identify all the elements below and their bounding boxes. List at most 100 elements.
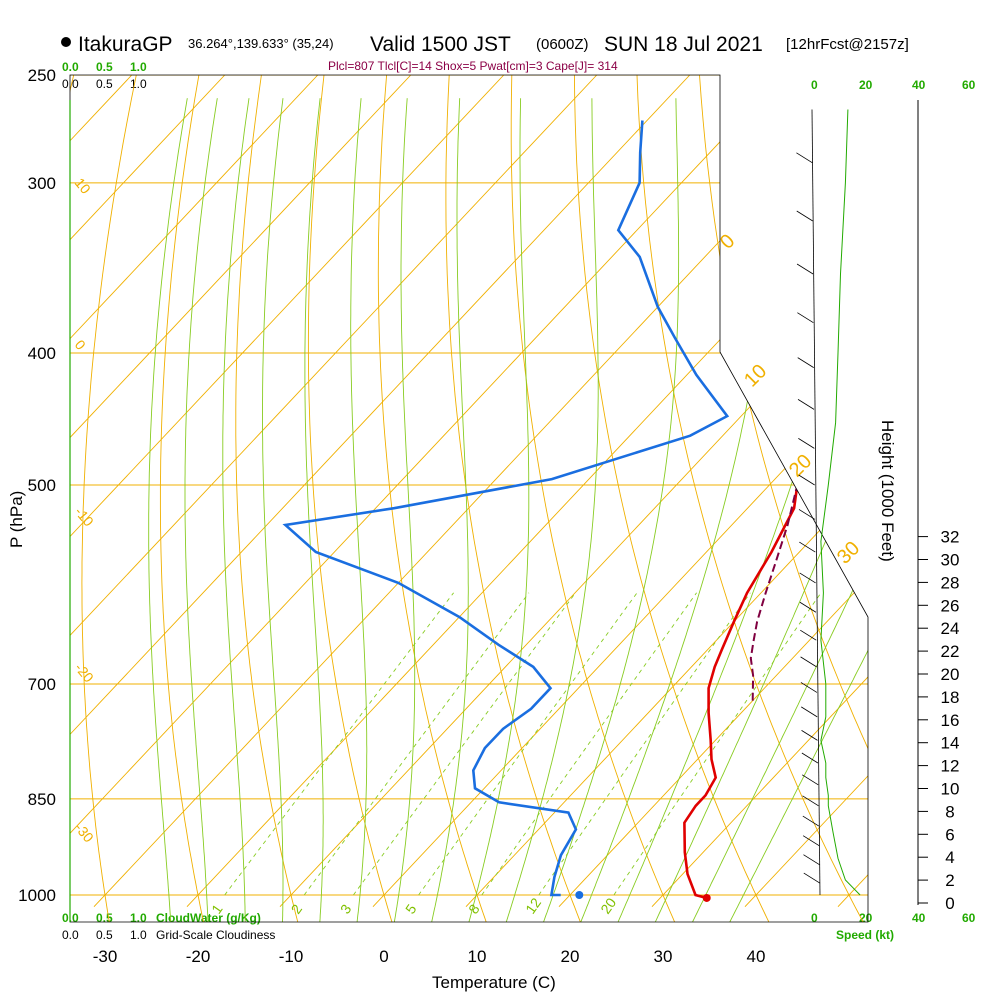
mixing-ratio-label: 2 bbox=[288, 901, 306, 917]
top-cloudiness-0: 0.0 bbox=[62, 77, 79, 91]
dry-adiabat-line bbox=[635, 75, 865, 922]
wind-barb bbox=[797, 399, 815, 410]
series-parcel bbox=[749, 120, 817, 701]
height-tick-label: 8 bbox=[945, 802, 954, 821]
wind-barb bbox=[798, 474, 815, 486]
y2-axis-title: Height (1000 Feet) bbox=[878, 420, 897, 562]
plot-border bbox=[69, 74, 869, 923]
speed-tick-bot-0: 0 bbox=[811, 911, 818, 925]
header-site: ItakuraGP bbox=[78, 33, 173, 56]
height-tick-label: 20 bbox=[941, 665, 960, 684]
mixing-ratio-line bbox=[613, 592, 822, 896]
y-tick-label: 250 bbox=[28, 66, 56, 85]
moist-adiabat-line bbox=[468, 98, 530, 922]
header-indices: Plcl=807 Tlcl[C]=14 Shox=5 Pwat[cm]=3 Ca… bbox=[328, 59, 618, 73]
height-tick-label: 4 bbox=[945, 848, 954, 867]
height-tick-label: 18 bbox=[941, 688, 960, 707]
wind-barb bbox=[797, 312, 814, 324]
mixing-ratio-label: 12 bbox=[522, 895, 544, 917]
dry-adiabat-line bbox=[821, 75, 868, 922]
wind-barb bbox=[802, 795, 819, 807]
y-tick-label: 300 bbox=[28, 174, 56, 193]
height-tick-label: 10 bbox=[941, 780, 960, 799]
isotherm-line bbox=[186, 75, 868, 908]
moist-adiabat-line bbox=[616, 98, 868, 922]
y-tick-label: 500 bbox=[28, 476, 56, 495]
y-tick-label: 1000 bbox=[18, 886, 56, 905]
speed-tick-bot-60: 60 bbox=[962, 911, 976, 925]
height-tick-label: 26 bbox=[941, 596, 960, 615]
wind-barb bbox=[800, 629, 817, 641]
height-tick-label: 28 bbox=[941, 573, 960, 592]
mixing-ratio-label: 20 bbox=[597, 895, 619, 917]
wind-barb bbox=[796, 152, 813, 164]
moist-adiabat-line bbox=[393, 98, 416, 922]
isotherm-label: -30 bbox=[72, 820, 97, 846]
moist-adiabat-line bbox=[579, 98, 774, 922]
isotherm-line bbox=[465, 75, 868, 908]
mixing-ratio-line bbox=[481, 592, 697, 896]
dry-adiabat-line bbox=[307, 75, 393, 922]
top-cloudiness-05: 0.5 bbox=[96, 77, 113, 91]
moist-adiabat-line bbox=[350, 98, 368, 922]
isotherm-line bbox=[70, 75, 319, 908]
wind-barb-staff bbox=[811, 109, 821, 896]
height-tick-label: 22 bbox=[941, 642, 960, 661]
bottom-cloudiness-05: 0.5 bbox=[96, 928, 113, 942]
mixing-ratio-line bbox=[418, 592, 638, 896]
moist-adiabat-line bbox=[654, 98, 868, 922]
y-axis-title: P (hPa) bbox=[7, 491, 26, 548]
mixing-ratio-label: 5 bbox=[402, 901, 420, 917]
adiabat-label: 30 bbox=[833, 537, 864, 568]
mixing-ratio-line bbox=[224, 592, 454, 896]
x-tick-label: 20 bbox=[561, 947, 580, 966]
x-axis-title: Temperature (C) bbox=[432, 973, 556, 992]
dry-adiabat-line bbox=[377, 75, 488, 922]
surface-point-dewpoint bbox=[575, 891, 584, 899]
x-tick-label: 40 bbox=[747, 947, 766, 966]
mixing-ratio-line bbox=[353, 592, 576, 896]
wind-barb bbox=[800, 656, 817, 668]
moist-adiabat-line bbox=[505, 98, 599, 922]
wind-barb bbox=[799, 541, 816, 553]
header-fcst: [12hrFcst@2157z] bbox=[786, 36, 909, 53]
isotherm-line bbox=[744, 75, 868, 908]
surface-point-temperature bbox=[702, 893, 711, 902]
moist-adiabat-line bbox=[148, 98, 188, 922]
wind-barb bbox=[799, 572, 816, 584]
y-tick-label: 700 bbox=[28, 675, 56, 694]
speed-tick-top-40: 40 bbox=[912, 78, 926, 92]
plot-frame bbox=[69, 74, 869, 923]
moist-adiabat-line bbox=[222, 98, 250, 922]
y-tick-label: 850 bbox=[28, 790, 56, 809]
isotherm-line bbox=[558, 75, 868, 908]
x-tick-label: 0 bbox=[379, 947, 388, 966]
isotherm-label: 10 bbox=[72, 175, 94, 197]
speed-tick-bot-40: 40 bbox=[912, 911, 926, 925]
wind-barb bbox=[799, 601, 817, 613]
wind-speed-line bbox=[820, 109, 861, 896]
speed-label: Speed (kt) bbox=[836, 928, 894, 942]
top-cloudwater-05: 0.5 bbox=[96, 60, 113, 74]
moist-adiabat-line bbox=[728, 98, 868, 922]
wind-barb bbox=[802, 815, 820, 827]
dry-adiabat-line bbox=[510, 75, 676, 922]
moist-adiabat-line bbox=[430, 98, 469, 922]
dry-adiabat-line bbox=[573, 75, 771, 922]
moist-adiabat-line bbox=[184, 98, 218, 922]
isotherm-label: 0 bbox=[72, 337, 89, 353]
isotherm-line bbox=[70, 75, 691, 908]
wind-barb bbox=[801, 730, 818, 741]
height-tick-label: 12 bbox=[941, 757, 960, 776]
cloudiness-label: Grid-Scale Cloudiness bbox=[156, 928, 275, 942]
dry-adiabat-line bbox=[235, 75, 299, 922]
isotherm-line bbox=[372, 75, 868, 908]
isotherm-line bbox=[651, 75, 868, 908]
bottom-cloudwater-1: 1.0 bbox=[130, 911, 147, 925]
wind-barb bbox=[802, 835, 820, 847]
wind-barb bbox=[803, 854, 820, 865]
height-tick-label: 30 bbox=[941, 551, 960, 570]
isotherm-label: -20 bbox=[72, 660, 97, 686]
